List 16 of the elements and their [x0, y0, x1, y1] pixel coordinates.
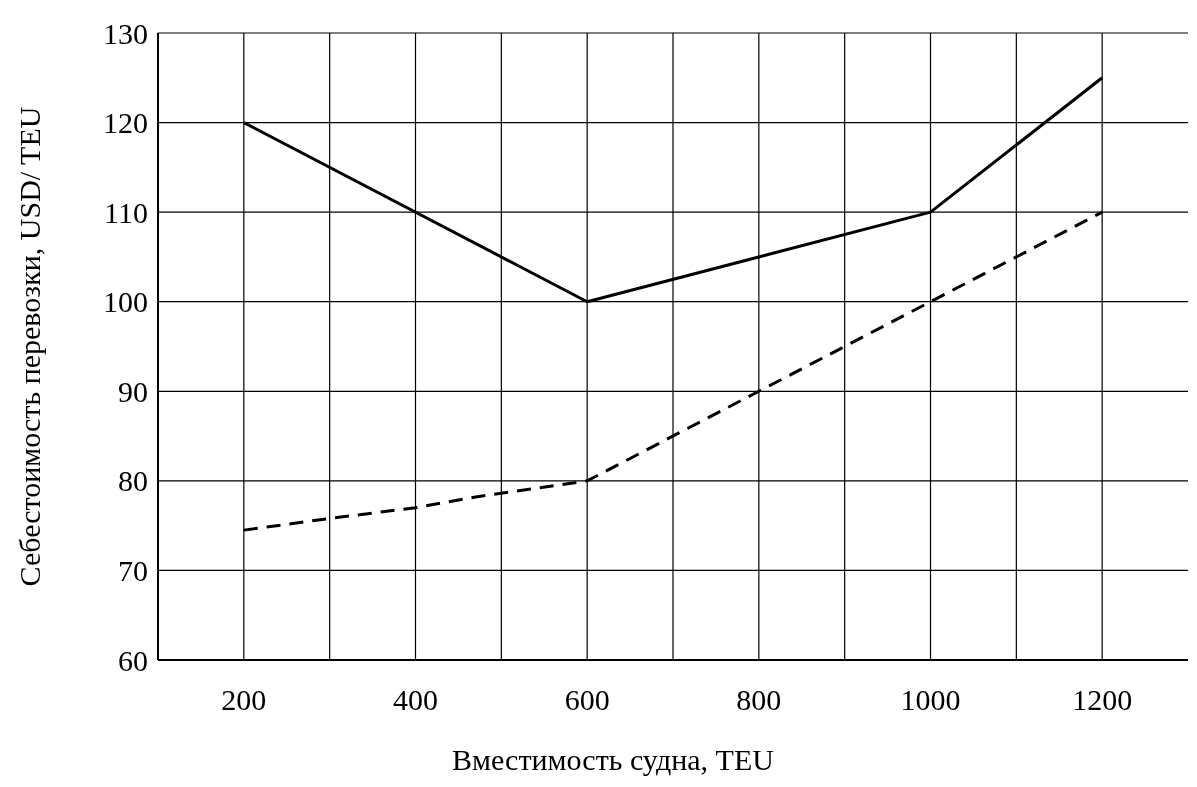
x-axis-title: Вместимость судна, TEU [452, 743, 775, 776]
y-tick-label: 70 [118, 553, 148, 587]
x-tick-label: 1200 [1072, 683, 1133, 716]
y-tick-label: 120 [103, 106, 148, 140]
y-tick-label: 60 [118, 643, 148, 677]
y-tick-label: 130 [103, 16, 148, 50]
x-tick-label: 200 [221, 683, 267, 716]
x-tick-label: 800 [736, 683, 782, 716]
y-tick-label: 90 [118, 374, 148, 408]
x-tick-label: 600 [564, 683, 610, 716]
y-tick-label: 100 [103, 285, 148, 319]
x-tick-label: 1000 [900, 683, 961, 716]
y-axis-title: Себестоимость перевозки, USD/ TEU [13, 106, 46, 587]
y-tick-label: 80 [118, 464, 148, 498]
x-tick-label: 400 [393, 683, 438, 716]
y-tick-label: 110 [104, 195, 148, 229]
